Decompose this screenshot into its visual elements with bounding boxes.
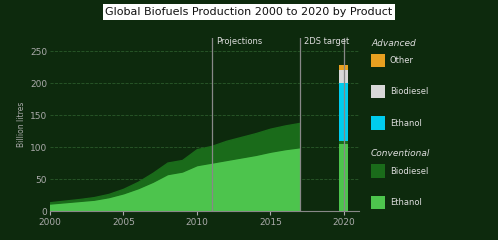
Bar <box>340 65 348 70</box>
Bar <box>340 141 348 144</box>
Text: Ethanol: Ethanol <box>390 198 422 207</box>
Text: Other: Other <box>390 56 414 65</box>
Text: Advanced: Advanced <box>371 39 416 48</box>
Bar <box>340 144 348 211</box>
Text: Biodiesel: Biodiesel <box>390 167 428 175</box>
Text: 2DS target: 2DS target <box>304 37 350 46</box>
Text: Conventional: Conventional <box>371 149 430 158</box>
Text: Projections: Projections <box>216 37 262 46</box>
Bar <box>340 83 348 141</box>
Text: Global Biofuels Production 2000 to 2020 by Product: Global Biofuels Production 2000 to 2020 … <box>106 7 392 17</box>
Bar <box>340 70 348 83</box>
Text: Biodiesel: Biodiesel <box>390 87 428 96</box>
Text: Ethanol: Ethanol <box>390 119 422 127</box>
Y-axis label: Billion litres: Billion litres <box>16 102 25 148</box>
